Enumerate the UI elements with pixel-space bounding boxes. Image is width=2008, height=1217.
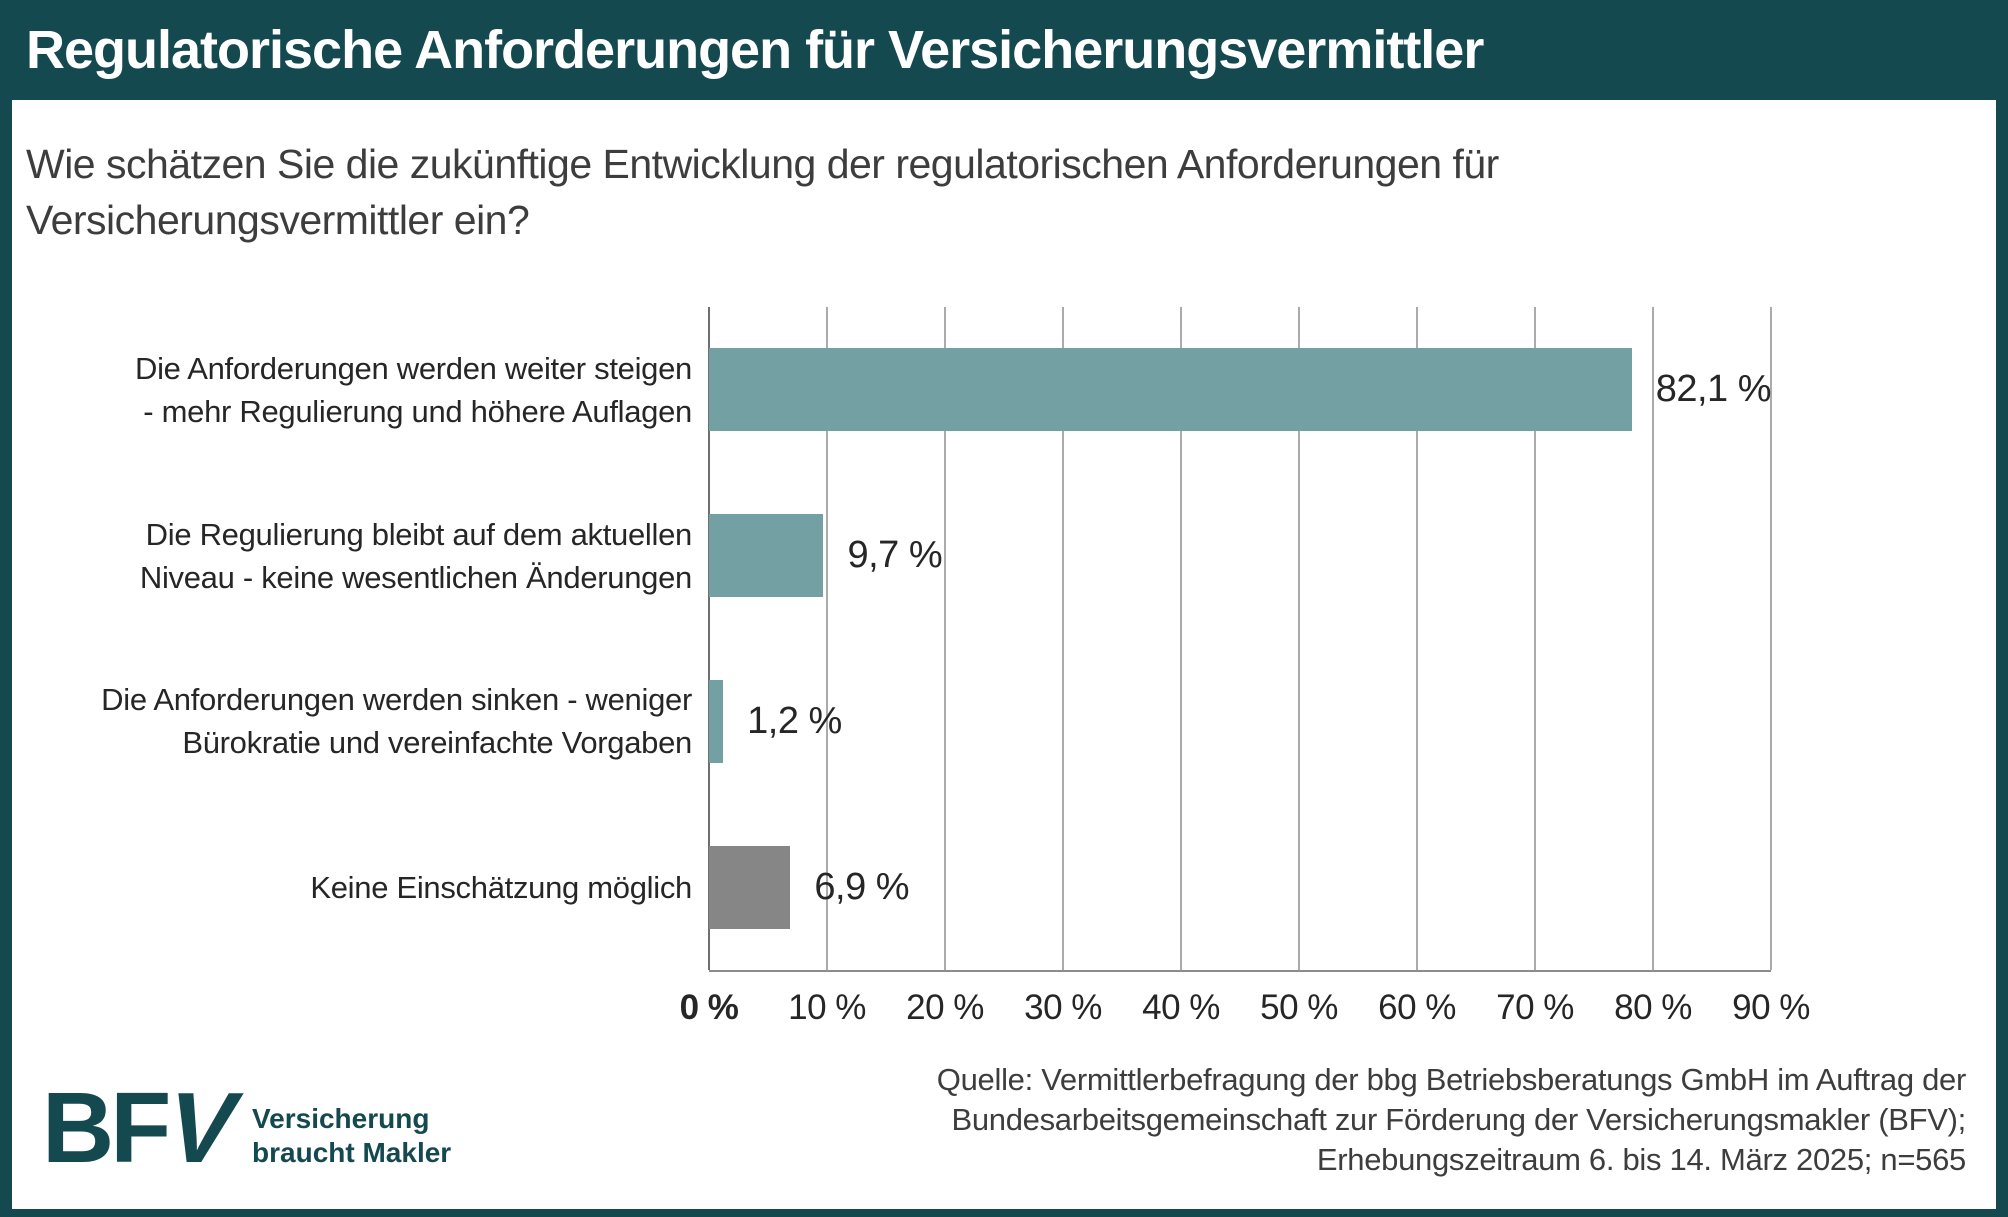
category-label: Keine Einschätzung möglich <box>310 869 692 905</box>
y-axis-line <box>708 307 710 970</box>
bar-value-label: 6,9 % <box>814 865 910 908</box>
page-title: Regulatorische Anforderungen für Versich… <box>26 20 1484 80</box>
grid-line <box>1061 307 1064 970</box>
grid-line <box>1415 307 1418 970</box>
x-tick-label: 60 % <box>1378 988 1456 1027</box>
x-tick-label: 50 % <box>1260 988 1338 1027</box>
bfv-logo-tagline: Versicherung braucht Makler <box>252 1103 452 1168</box>
x-tick-label: 0 % <box>679 988 739 1027</box>
source-note: Quelle: Vermittlerbefragung der bbg Betr… <box>936 1062 1967 1177</box>
grid-line <box>943 307 946 970</box>
category-label: Die Anforderungen werden weiter steigen … <box>135 350 692 429</box>
bar <box>709 845 791 929</box>
bar-row: 9,7 % <box>709 473 1771 639</box>
bar-row: 6,9 % <box>709 804 1771 970</box>
grid-line <box>1179 307 1182 970</box>
plot-area: 82,1 % 9,7 % 1,2 % 6,9 % <box>708 307 1772 972</box>
x-tick-label: 20 % <box>906 988 984 1027</box>
bar-rows: 82,1 % 9,7 % 1,2 % 6,9 % <box>709 307 1772 970</box>
bar-row: 1,2 % <box>709 639 1771 805</box>
title-bar: Regulatorische Anforderungen für Versich… <box>12 0 1996 100</box>
bar <box>709 348 1632 432</box>
grid-line <box>1651 307 1654 970</box>
bar-value-label: 1,2 % <box>747 699 842 742</box>
x-axis-ticks: 0 % 10 % 20 % 30 % 40 % 50 % 60 % 70 % 80 % 90 % <box>680 988 1811 1032</box>
bar <box>709 514 824 598</box>
category-label: Die Regulierung bleibt auf dem aktuellen… <box>139 516 692 595</box>
bar-value-label: 82,1 % <box>1655 368 1772 411</box>
grid-line <box>1534 307 1536 970</box>
grid-line <box>825 307 828 970</box>
bar <box>709 679 724 763</box>
bfv-logo-wordmark: BFV <box>42 1072 246 1184</box>
x-tick-label: 30 % <box>1024 988 1102 1027</box>
bar-row: 82,1 % <box>709 307 1772 473</box>
x-tick-label: 90 % <box>1732 988 1810 1027</box>
x-tick-label: 80 % <box>1614 988 1692 1027</box>
x-tick-label: 70 % <box>1496 988 1574 1027</box>
grid-line <box>1298 307 1300 970</box>
grid-line <box>1770 307 1772 970</box>
category-label: Die Anforderungen werden sinken - wenige… <box>101 682 692 761</box>
bfv-logo: BFV Versicherung braucht Makler <box>42 1072 452 1184</box>
category-labels: Die Anforderungen werden weiter steigen … <box>12 307 692 970</box>
x-tick-label: 10 % <box>788 988 866 1027</box>
bar-value-label: 9,7 % <box>847 534 943 577</box>
survey-question: Wie schätzen Sie die zukünftige Entwickl… <box>26 141 1499 243</box>
x-tick-label: 40 % <box>1142 988 1220 1027</box>
